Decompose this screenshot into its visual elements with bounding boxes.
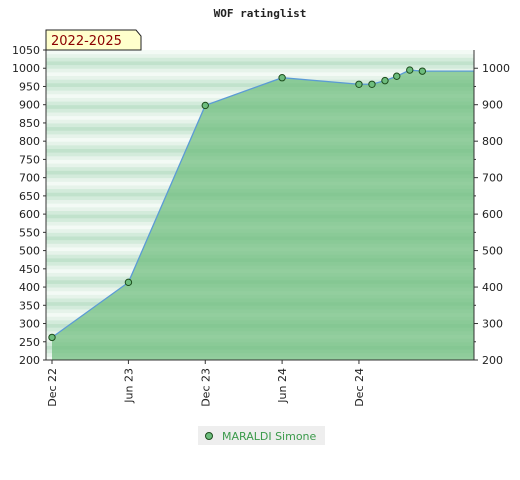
data-point bbox=[393, 72, 401, 80]
y-tick-label-left: 1000 bbox=[12, 62, 40, 75]
y-tick-label-right: 600 bbox=[482, 208, 503, 221]
y-tick-label-right: 800 bbox=[482, 135, 503, 148]
y-tick-label-left: 950 bbox=[19, 80, 40, 93]
background-band bbox=[46, 68, 474, 73]
data-point bbox=[406, 66, 414, 74]
chart-title: WOF ratinglist bbox=[214, 7, 307, 20]
legend-marker bbox=[205, 432, 213, 440]
y-tick-label-left: 450 bbox=[19, 263, 40, 276]
y-tick-label-left: 1050 bbox=[12, 44, 40, 57]
data-point bbox=[368, 80, 376, 88]
y-tick-label-right: 300 bbox=[482, 318, 503, 331]
background-band bbox=[46, 79, 474, 84]
y-tick-label-right: 900 bbox=[482, 99, 503, 112]
y-tick-label-right: 1000 bbox=[482, 62, 510, 75]
x-tick-label: Jun 23 bbox=[122, 368, 135, 404]
background-band bbox=[46, 50, 474, 55]
x-tick-label: Dec 23 bbox=[199, 368, 212, 407]
data-point bbox=[48, 333, 56, 342]
y-tick-label-right: 200 bbox=[482, 354, 503, 367]
data-point bbox=[418, 67, 427, 75]
y-tick-label-left: 600 bbox=[19, 208, 40, 221]
background-band bbox=[46, 64, 474, 69]
axes: 200 250 300 350 400 450 500 550 600 650 700 750 800 8… bbox=[12, 44, 510, 407]
background-band bbox=[46, 82, 474, 87]
y-tick-label-left: 500 bbox=[19, 245, 40, 258]
x-tick-label: Dec 24 bbox=[353, 368, 366, 407]
y-tick-label-left: 400 bbox=[19, 281, 40, 294]
y-tick-label-left: 200 bbox=[19, 354, 40, 367]
data-point bbox=[201, 101, 209, 110]
x-tick-label: Dec 22 bbox=[46, 368, 59, 407]
points-layer bbox=[48, 66, 427, 342]
y-tick-label-left: 700 bbox=[19, 172, 40, 185]
data-point bbox=[355, 80, 363, 88]
y-tick-label-left: 800 bbox=[19, 135, 40, 148]
background-band bbox=[46, 71, 474, 77]
background-band bbox=[46, 60, 474, 66]
y-tick-label-left: 350 bbox=[19, 299, 40, 312]
period-badge: 2022-2025 bbox=[45, 29, 142, 51]
legend-label: MARALDI Simone bbox=[222, 430, 317, 443]
y-tick-label-left: 250 bbox=[19, 336, 40, 349]
data-point bbox=[124, 278, 133, 287]
y-tick-label-right: 700 bbox=[482, 172, 503, 185]
background-band bbox=[46, 57, 474, 62]
y-tick-label-right: 400 bbox=[482, 281, 503, 294]
period-badge-box bbox=[45, 29, 142, 51]
period-badge-text: 2022-2025 bbox=[51, 34, 122, 49]
y-tick-label-left: 650 bbox=[19, 190, 40, 203]
y-tick-label-left: 900 bbox=[19, 99, 40, 112]
y-tick-label-left: 300 bbox=[19, 318, 40, 331]
x-tick-label: Jun 24 bbox=[276, 368, 289, 404]
legend: MARALDI Simone bbox=[198, 426, 325, 445]
y-tick-label-left: 850 bbox=[19, 117, 40, 130]
y-tick-label-left: 750 bbox=[19, 153, 40, 166]
background-band bbox=[46, 75, 474, 80]
data-point bbox=[381, 76, 389, 85]
data-point bbox=[278, 74, 286, 82]
y-tick-label-right: 500 bbox=[482, 245, 503, 258]
legend-box bbox=[198, 426, 325, 445]
y-tick-label-left: 550 bbox=[19, 226, 40, 239]
background-band bbox=[46, 53, 474, 58]
series-area bbox=[52, 70, 474, 360]
